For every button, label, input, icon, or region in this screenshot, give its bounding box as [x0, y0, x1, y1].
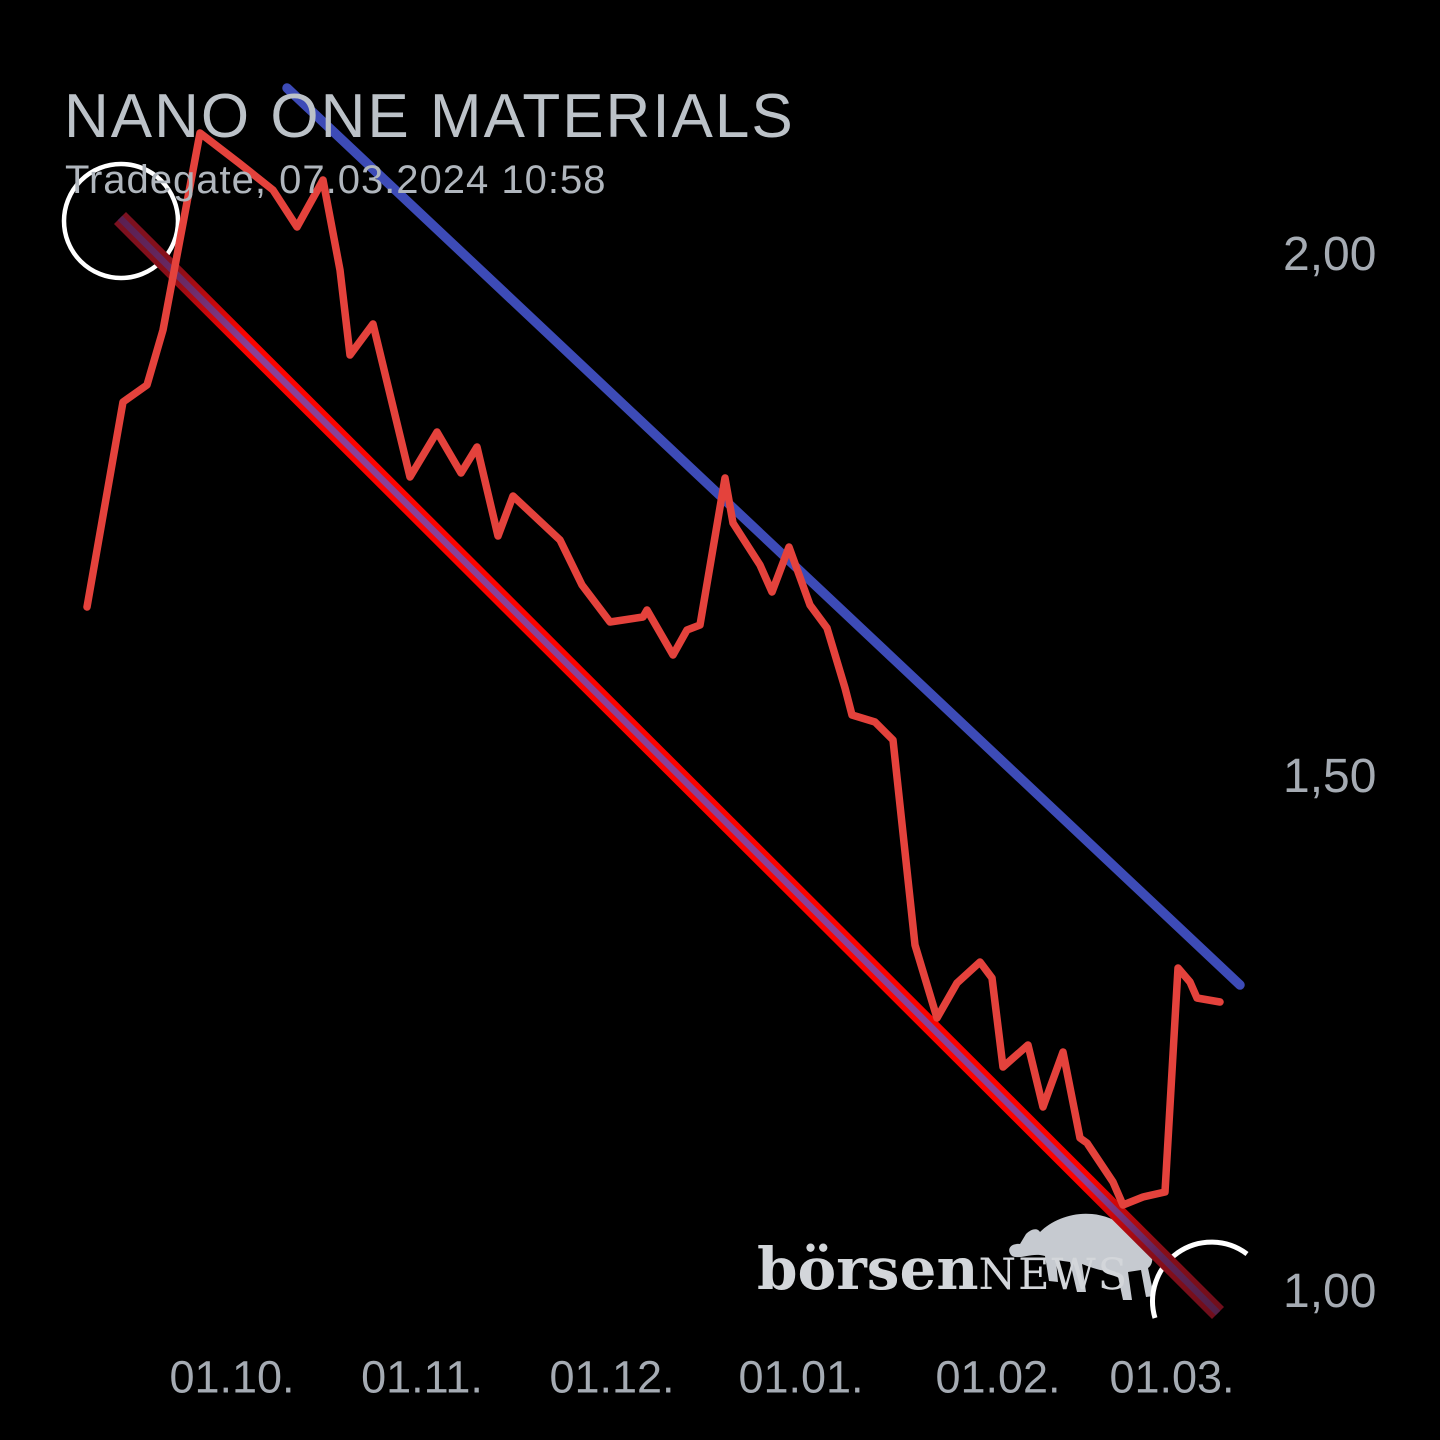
annotation-arc-end — [1150, 1239, 1249, 1319]
page-title: NANO ONE MATERIALS — [64, 82, 795, 151]
boersennews-watermark: börsen NEWS — [757, 1240, 1129, 1298]
brand-text-news: NEWS — [978, 1250, 1130, 1300]
x-axis-label: 01.10. — [169, 1351, 295, 1403]
upper-trendline — [282, 83, 1245, 990]
price-line — [83, 129, 1224, 1209]
y-axis-label: 2,00 — [1283, 228, 1377, 281]
y-axis-label: 1,50 — [1283, 750, 1377, 803]
x-axis-label: 01.03. — [1109, 1351, 1235, 1403]
brand-text-boersen: börsen — [757, 1235, 979, 1303]
bull-icon — [1009, 1213, 1154, 1300]
lower-trendline-stripe — [117, 215, 1221, 1316]
x-axis-label: 01.02. — [935, 1351, 1061, 1403]
x-axis-label: 01.12. — [549, 1351, 675, 1403]
x-axis-label: 01.01. — [738, 1351, 864, 1403]
chart-subtitle: Tradegate, 07.03.2024 10:58 — [65, 158, 607, 202]
x-axis-label: 01.11. — [361, 1351, 483, 1403]
y-axis-label: 1,00 — [1283, 1265, 1377, 1318]
annotation-circle-start — [61, 161, 181, 281]
